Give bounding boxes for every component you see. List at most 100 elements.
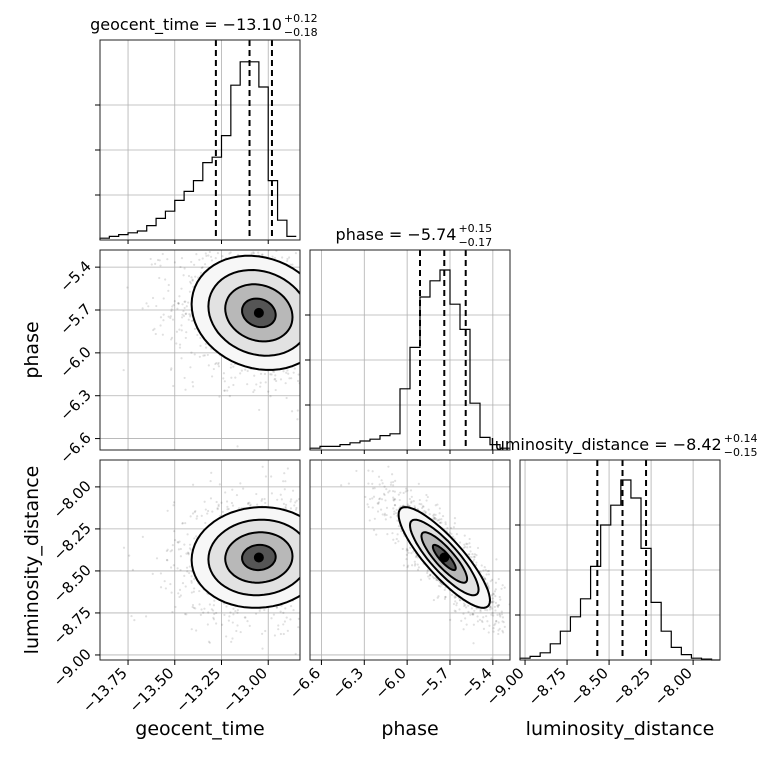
sample-point (301, 293, 303, 295)
sample-point (179, 555, 183, 558)
sample-point (481, 620, 484, 624)
sample-point (282, 632, 285, 636)
sample-point (216, 252, 220, 255)
sample-point (473, 553, 476, 556)
sample-point (311, 545, 313, 547)
x-tick-label: −8.00 (651, 664, 696, 709)
sample-point (352, 324, 354, 326)
sample-point (377, 501, 380, 504)
sample-point (313, 463, 315, 465)
sample-point (221, 623, 224, 626)
sample-point (318, 295, 320, 297)
sample-point (316, 330, 318, 332)
sample-point (177, 592, 180, 595)
sample-point (166, 509, 169, 512)
sample-point (378, 497, 382, 500)
sample-point (300, 316, 302, 318)
sample-point (192, 606, 196, 609)
sample-point (128, 554, 131, 557)
sample-point (226, 508, 229, 511)
sample-point (207, 640, 211, 643)
sample-point (462, 612, 465, 615)
sample-point (317, 602, 319, 604)
sample-point (294, 501, 297, 504)
sample-point (470, 607, 474, 610)
sample-point (216, 508, 219, 511)
sample-point (458, 608, 461, 611)
sample-point (144, 615, 148, 618)
sample-point (264, 629, 267, 633)
sample-point (491, 592, 495, 595)
sample-point (305, 571, 307, 573)
sample-point (346, 322, 348, 324)
sample-point (317, 317, 319, 319)
sample-point (488, 608, 492, 611)
sample-point (328, 537, 330, 539)
sample-point (462, 546, 465, 549)
sample-point (161, 333, 164, 336)
sample-point (261, 253, 264, 256)
sample-point (162, 319, 165, 322)
sample-point (285, 616, 288, 619)
sample-point (208, 603, 211, 606)
sample-point (301, 320, 303, 322)
sample-point (201, 257, 204, 260)
sample-point (229, 251, 232, 254)
sample-point (495, 620, 498, 623)
sample-point (212, 367, 215, 371)
sample-point (167, 289, 170, 292)
sample-point (341, 494, 343, 496)
sample-point (322, 365, 324, 367)
sample-point (180, 316, 184, 319)
sample-point (423, 509, 426, 513)
sample-point (307, 296, 309, 298)
sample-point (487, 573, 490, 576)
sample-point (400, 530, 403, 533)
sample-point (183, 376, 186, 380)
sample-point (172, 244, 174, 246)
sample-point (255, 383, 258, 386)
sample-point (303, 569, 305, 571)
sample-point (318, 535, 320, 537)
sample-point (497, 632, 500, 636)
sample-point (191, 483, 195, 486)
y-tick-label: −6.3 (56, 386, 94, 424)
sample-point (304, 613, 306, 615)
sample-point (190, 579, 193, 583)
sample-point (297, 617, 300, 620)
sample-point (126, 286, 129, 289)
sample-point (301, 316, 303, 318)
sample-point (306, 518, 308, 520)
sample-point (301, 570, 303, 572)
sample-point (365, 594, 367, 596)
sample-point (454, 595, 457, 599)
sample-point (412, 500, 415, 503)
histogram-panel-luminosity_distance: luminosity_distance = −8.42 +0.14−0.15 (490, 432, 757, 661)
sample-point (336, 352, 338, 354)
sample-point (354, 369, 356, 371)
sample-point (193, 263, 196, 266)
sample-point (399, 505, 402, 508)
sample-point (189, 282, 193, 285)
sample-point (230, 376, 233, 379)
sample-point (199, 613, 202, 616)
histogram-panel-geocent_time: geocent_time = −13.10 +0.12−0.18 (90, 12, 318, 241)
sample-point (330, 512, 332, 514)
sample-point (210, 375, 214, 378)
sample-point (368, 542, 370, 544)
sample-point (341, 543, 343, 545)
sample-point (200, 514, 203, 517)
sample-point (312, 567, 314, 569)
sample-point (414, 562, 417, 566)
sample-point (186, 570, 189, 573)
sample-point (310, 549, 312, 551)
sample-point (385, 506, 389, 509)
sample-point (347, 553, 349, 555)
sample-point (170, 308, 173, 311)
sample-point (395, 508, 398, 511)
sample-point (444, 523, 447, 526)
sample-point (483, 578, 487, 581)
sample-point (306, 570, 308, 572)
sample-point (270, 475, 273, 478)
sample-point (307, 525, 309, 527)
